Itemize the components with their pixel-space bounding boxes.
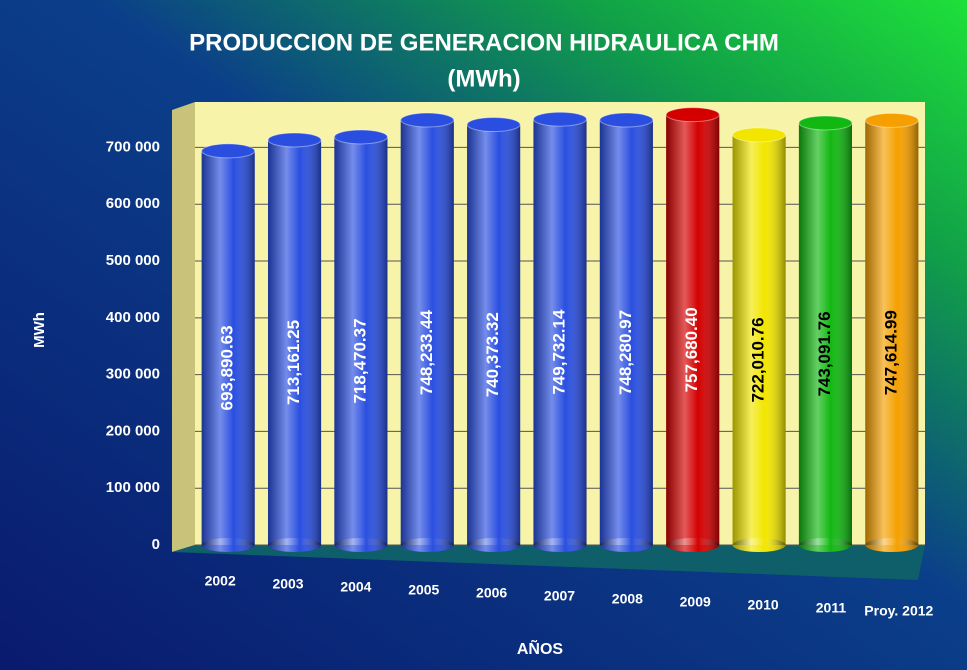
bar-top — [400, 112, 455, 128]
value-label: 722,010.76 — [749, 317, 768, 402]
bar-shine — [334, 136, 388, 545]
x-tick-label: 2008 — [612, 591, 643, 607]
value-label: 757,680.40 — [682, 307, 701, 392]
x-tick-label: 2011 — [816, 600, 847, 616]
bar-top — [201, 143, 256, 159]
x-tick-label: Proy. 2012 — [864, 603, 933, 619]
y-tick-label: 200 000 — [106, 422, 160, 439]
y-axis-label: MWh — [31, 312, 48, 348]
value-label: 743,091.76 — [815, 311, 834, 396]
chart-title: PRODUCCION DE GENERACION HIDRAULICA CHM — [189, 29, 779, 56]
bar-top — [732, 127, 787, 143]
y-tick-label: 100 000 — [106, 479, 160, 496]
bar-top — [267, 132, 322, 148]
value-label: 718,470.37 — [350, 318, 369, 403]
x-tick-label: 2003 — [272, 576, 303, 592]
value-label: 747,614.99 — [881, 310, 900, 395]
x-axis-label: AÑOS — [517, 638, 564, 658]
chart-subtitle: (MWh) — [447, 65, 520, 92]
y-tick-label: 500 000 — [106, 252, 160, 269]
x-tick-label: 2004 — [340, 579, 371, 595]
bar-top — [798, 115, 853, 131]
value-label: 693,890.63 — [218, 325, 237, 410]
bar-top — [333, 129, 388, 145]
bar-shine — [467, 124, 521, 545]
x-tick-label: 2007 — [544, 588, 575, 604]
bar-shine — [798, 122, 852, 546]
value-label: 713,161.25 — [284, 320, 303, 405]
y-tick-label: 400 000 — [106, 309, 160, 326]
bar-top — [599, 112, 654, 128]
x-tick-label: 2009 — [680, 594, 711, 610]
y-tick-label: 300 000 — [106, 366, 160, 383]
side-wall — [172, 102, 195, 552]
bar-top — [864, 112, 919, 128]
bar-shine — [201, 150, 255, 545]
bar-shine — [666, 114, 720, 545]
x-tick-label: 2002 — [205, 573, 236, 589]
bar-top — [665, 107, 720, 123]
y-tick-label: 0 — [152, 536, 160, 553]
bar-shine — [599, 120, 653, 546]
bar-top — [466, 117, 521, 133]
y-tick-label: 700 000 — [106, 138, 160, 155]
value-label: 740,373.32 — [483, 312, 502, 397]
y-tick-label: 600 000 — [106, 195, 160, 212]
bar-top — [532, 111, 588, 127]
value-label: 748,233.44 — [417, 309, 436, 395]
bar-shine — [732, 134, 786, 545]
value-label: 749,732.14 — [549, 309, 568, 395]
bar-shine — [533, 119, 587, 546]
x-tick-label: 2010 — [748, 597, 779, 613]
x-tick-label: 2005 — [408, 582, 439, 598]
x-tick-label: 2006 — [476, 585, 507, 601]
bar-shine — [268, 139, 322, 545]
floor — [172, 545, 925, 580]
bar-shine — [400, 120, 454, 545]
bar-shine — [865, 120, 919, 545]
value-label: 748,280.97 — [616, 310, 635, 395]
